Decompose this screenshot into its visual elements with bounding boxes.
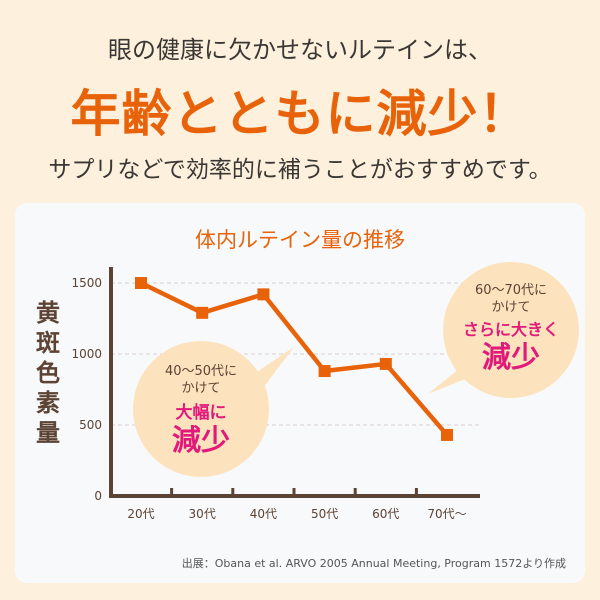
y-axis-label: 黄斑色素量 (36, 299, 60, 447)
x-tick-label: 50代 (311, 507, 338, 521)
callout-40-50: 40〜50代に かけて 大幅に 減少 (133, 341, 269, 477)
x-tick-label: 30代 (189, 507, 216, 521)
x-tick-label: 40代 (250, 507, 277, 521)
data-point (135, 277, 147, 289)
chart-title: 体内ルテイン量の推移 (195, 228, 405, 252)
callout-text: かけて (491, 300, 531, 315)
source-citation: 出展：Obana et al. ARVO 2005 Annual Meeting… (181, 557, 566, 570)
y-tick-label: 1000 (71, 347, 102, 361)
data-point (257, 288, 270, 301)
headline-line1: 眼の健康に欠かせないルテインは、 (108, 36, 492, 64)
x-tick-label: 60代 (372, 507, 399, 521)
callout-emphasis-large: 減少 (171, 423, 230, 457)
x-tick-label: 20代 (127, 507, 154, 521)
data-point (318, 365, 331, 378)
x-tick-label: 70代〜 (427, 507, 466, 521)
callout-emphasis-large: 減少 (481, 340, 540, 374)
y-tick-label: 500 (79, 418, 102, 432)
callout-text: かけて (181, 381, 221, 396)
callout-emphasis: 大幅に (175, 403, 227, 423)
callout-text: 60〜70代に (474, 283, 548, 298)
headline-main: 年齢とともに減少！ (70, 85, 530, 143)
y-tick-label: 1500 (71, 276, 102, 290)
callout-60-70: 60〜70代に かけて さらに大きく 減少 (443, 262, 579, 398)
callout-emphasis: さらに大きく (462, 320, 559, 339)
data-point (379, 357, 392, 370)
series-line (140, 280, 449, 437)
data-point (441, 428, 453, 441)
headline-line3: サプリなどで効率的に補うことがおすすめです。 (48, 157, 552, 183)
y-tick-label: 0 (94, 489, 102, 503)
data-point (196, 306, 209, 319)
callout-text: 40〜50代に (164, 364, 238, 379)
